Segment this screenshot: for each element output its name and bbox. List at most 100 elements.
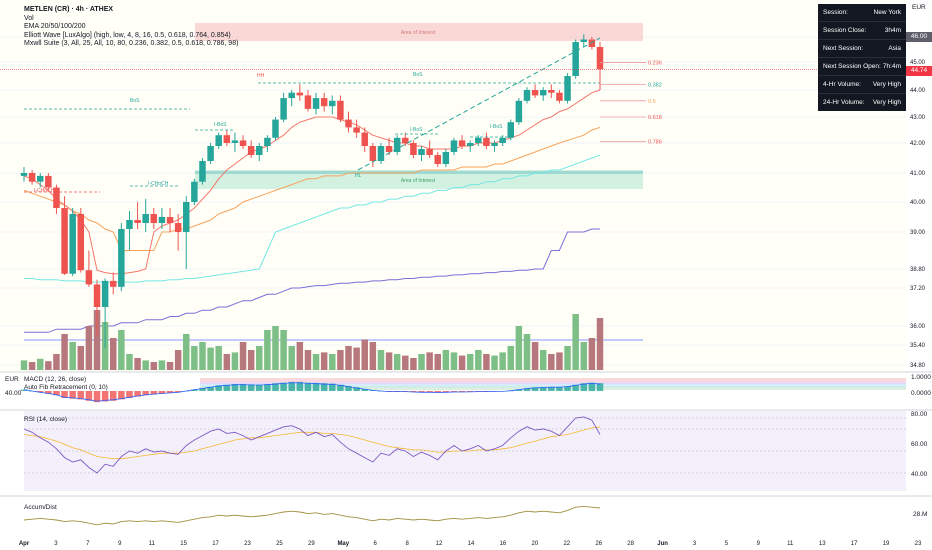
candle-body	[20, 173, 28, 176]
chart-legend: METLEN (CR) · 4h · ATHEX Vol EMA 20/50/1…	[24, 6, 238, 49]
macd-hist-bar	[69, 391, 76, 399]
candle-body	[231, 140, 239, 143]
macd-hist-bar	[36, 391, 44, 393]
macd-hist-bar	[523, 388, 531, 391]
legend-elliott[interactable]: Elliott Wave [LuxAlgo] (high, low, 4, 8,…	[24, 31, 231, 39]
fib-level-label: 0.382	[648, 82, 662, 88]
candle-body	[442, 152, 450, 164]
macd-line	[23, 382, 601, 402]
bos-label: BoS	[413, 72, 423, 78]
info-row: Next Session Open: 7h:4m	[818, 58, 906, 76]
volume-bar	[369, 342, 377, 370]
macd-hist-bar	[458, 391, 466, 393]
volume-bar	[442, 350, 450, 370]
legend-ema[interactable]: EMA 20/50/100/200	[24, 23, 86, 31]
ichoch-label: I-CHoCH	[34, 188, 55, 194]
accum-line	[23, 505, 601, 526]
time-tick-label: 28	[627, 541, 634, 547]
macd-hist-bar	[45, 391, 52, 394]
macd-hist-bar	[329, 383, 336, 391]
volume-bar	[288, 346, 295, 370]
macd-hist-bar	[345, 386, 352, 391]
accum-label[interactable]: Accum/Dist	[24, 504, 57, 511]
candle-body	[174, 223, 182, 232]
macd-hist-bar	[150, 391, 158, 395]
volume-bar	[418, 354, 425, 370]
macd-hist-bar	[101, 391, 109, 402]
accum-tick: 28.M	[913, 511, 928, 518]
volume-bar	[304, 350, 312, 370]
macd-hist-bar	[174, 391, 182, 393]
candle-body	[166, 217, 174, 223]
volume-bar	[45, 361, 52, 370]
volume-bar	[475, 350, 482, 370]
candle-body	[572, 42, 579, 76]
candle-body	[183, 202, 190, 232]
macd-hist-bar	[256, 384, 263, 391]
macd-hist-bar	[588, 382, 596, 391]
fib-level-label: 0.5	[648, 99, 656, 105]
volume-bar	[223, 354, 231, 370]
macd-hist-bar	[353, 387, 360, 391]
macd-hist-bar	[53, 391, 60, 396]
rsi-tick-80: 80.00	[911, 411, 928, 418]
rsi-label[interactable]: RSI (14, close)	[24, 416, 67, 423]
currency-label[interactable]: EUR	[912, 4, 926, 11]
candle-body	[296, 92, 304, 96]
volume-bar	[231, 352, 239, 370]
time-tick-label: 29	[308, 541, 315, 547]
rsi-tick-60: 60.00	[911, 441, 928, 448]
macd-hist-bar	[564, 386, 571, 391]
macd-hist-bar	[531, 387, 539, 391]
time-tick-label: 23	[915, 541, 922, 547]
candle-body	[556, 92, 563, 101]
candle-body	[361, 132, 368, 146]
price-tick-label: 43.00	[910, 115, 926, 121]
candle-body	[28, 173, 36, 182]
macd-hist-bar	[20, 389, 28, 391]
macd-hist-bar	[223, 384, 231, 391]
volume-bar	[247, 350, 255, 370]
symbol-title[interactable]: METLEN (CR) · 4h · ATHEX	[24, 6, 114, 13]
macd-hist-bar	[215, 385, 222, 391]
price-badge-high: 46.00	[906, 32, 932, 42]
candle-body	[548, 90, 555, 93]
volume-bar	[77, 346, 85, 370]
macd-hist-bar	[134, 391, 141, 397]
macd-hist-bar	[361, 388, 368, 391]
price-tick-label: 45.00	[910, 60, 926, 66]
legend-vol[interactable]: Vol	[24, 14, 34, 22]
time-tick-label: 16	[500, 541, 507, 547]
macd-hist-bar	[280, 382, 287, 391]
volume-bar	[385, 352, 393, 370]
volume-bar	[393, 354, 401, 370]
candle-body	[588, 39, 596, 47]
time-tick-label: 13	[819, 541, 826, 547]
info-row: Next Session: Asia	[818, 40, 906, 58]
volume-bar	[207, 347, 214, 370]
time-tick-label: 3	[54, 541, 58, 547]
hl-label: HL	[355, 173, 362, 179]
volume-bar	[239, 342, 247, 370]
candle-body	[507, 122, 515, 138]
candle-body	[256, 146, 263, 155]
macd-hist-bar	[296, 381, 304, 391]
legend-mxwll[interactable]: Mxwll Suite (3, All, 25, All, 10, 80, 0.…	[24, 40, 239, 48]
macd-label[interactable]: MACD (12, 26, close)	[24, 376, 87, 383]
macd-hist-bar	[191, 389, 198, 391]
volume-bar	[264, 330, 271, 370]
time-tick-label: 25	[276, 541, 283, 547]
volume-bar	[466, 354, 474, 370]
volume-bar	[596, 318, 604, 370]
time-tick-label: 12	[436, 541, 443, 547]
candle-body	[150, 214, 158, 223]
macd-hist-bar	[410, 391, 417, 393]
volume-bar	[118, 330, 125, 370]
candle-body	[223, 135, 231, 143]
price-tick-label: 39.00	[910, 230, 926, 236]
volume-bar	[572, 314, 579, 370]
macd-hist-bar	[272, 383, 279, 391]
macd-currency: EUR	[5, 376, 19, 383]
fib-label[interactable]: Auto Fib Retracement (0, 10)	[24, 384, 108, 391]
